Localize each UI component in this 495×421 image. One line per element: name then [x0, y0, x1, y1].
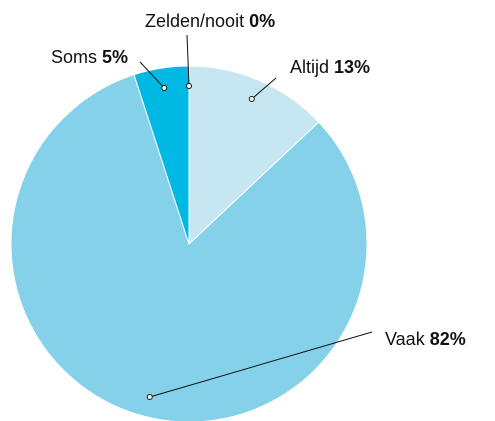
slice-name: Soms [51, 47, 97, 67]
leader-dot [186, 83, 192, 89]
slice-value: 82% [430, 329, 466, 349]
leader-line [186, 34, 190, 87]
slice-label: Zelden/nooit 0% [145, 11, 275, 31]
leader-line [149, 331, 373, 398]
slice-name: Zelden/nooit [145, 11, 244, 31]
pie-slice [188, 65, 320, 246]
slice-name: Altijd [290, 57, 329, 77]
slice-label: Altijd 13% [290, 57, 370, 77]
leader-line [251, 77, 277, 100]
leader-dot [146, 394, 153, 401]
slice-value: 13% [334, 57, 370, 77]
slice-name: Vaak [385, 329, 426, 349]
slice-label: Soms 5% [51, 47, 128, 67]
leader-dot [248, 95, 255, 102]
slice-label: Vaak 82% [385, 329, 466, 349]
leader-dot [161, 84, 168, 91]
slice-value: 5% [102, 47, 128, 67]
leader-line [139, 61, 165, 89]
slice-value: 0% [249, 11, 275, 31]
pie-slice [10, 74, 368, 421]
